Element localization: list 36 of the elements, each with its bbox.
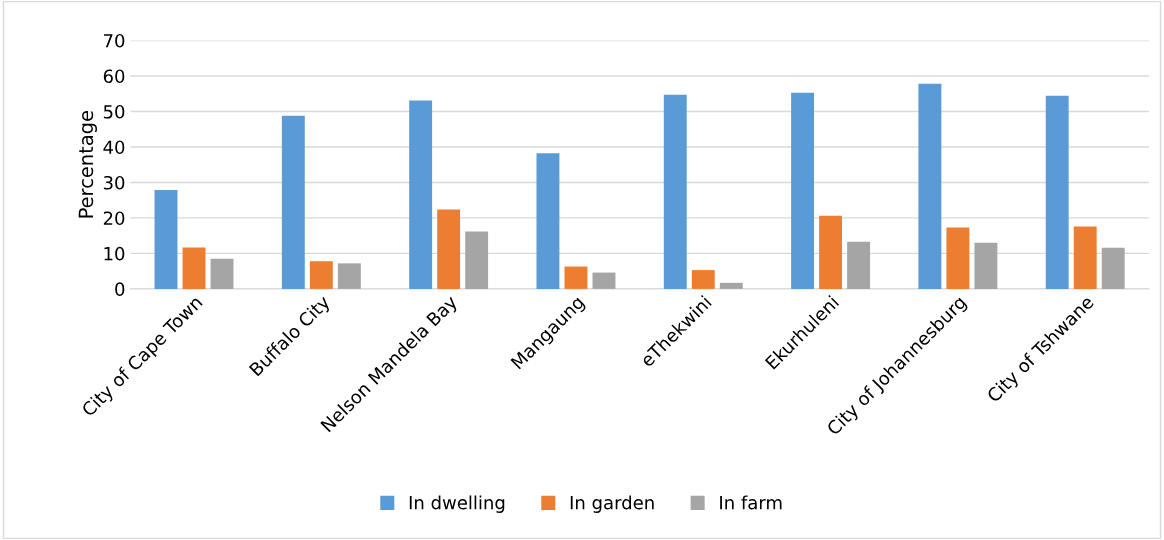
bar <box>564 266 588 289</box>
bar <box>946 227 970 289</box>
legend-label: In garden <box>570 495 654 513</box>
bar <box>409 100 433 289</box>
y-tick-label: 0 <box>115 282 125 297</box>
bar <box>337 263 361 289</box>
y-tick-label: 40 <box>103 140 125 155</box>
bar <box>1073 226 1097 289</box>
y-axis-title: Percentage <box>78 111 97 218</box>
bar <box>182 247 206 289</box>
bar <box>974 242 998 289</box>
bar <box>819 215 843 289</box>
bar <box>1101 247 1125 289</box>
y-tick-label: 30 <box>103 175 125 190</box>
bar <box>154 189 178 289</box>
y-tick-label: 70 <box>104 33 125 48</box>
legend-label: In dwelling <box>409 495 505 513</box>
bar <box>437 209 461 289</box>
bar <box>691 270 715 289</box>
bar <box>210 258 234 289</box>
bar <box>281 115 305 289</box>
bar <box>663 94 687 289</box>
legend-label: In farm <box>720 495 782 510</box>
bar <box>1045 95 1069 289</box>
y-tick-label: 20 <box>103 211 125 226</box>
bar <box>791 92 815 289</box>
bar <box>465 231 489 289</box>
bar <box>719 282 743 289</box>
bar <box>918 83 942 289</box>
bar <box>536 153 560 289</box>
bar <box>309 261 333 289</box>
bar <box>592 272 616 289</box>
y-tick-label: 60 <box>103 69 125 84</box>
y-tick-label: 10 <box>104 246 125 261</box>
bar <box>847 241 871 289</box>
y-tick-label: 50 <box>103 104 125 119</box>
